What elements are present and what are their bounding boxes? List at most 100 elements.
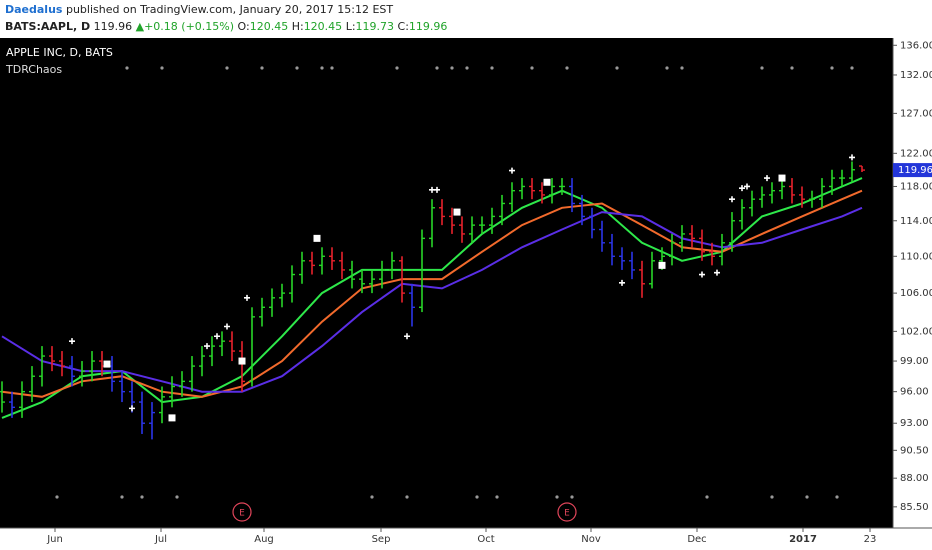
bottom-dot (805, 495, 809, 499)
bottom-dot (370, 495, 374, 499)
top-dot (790, 66, 794, 70)
plus-marker (129, 405, 135, 412)
top-dot (295, 66, 299, 70)
x-tick-label: 23 (864, 534, 877, 545)
y-tick-label: 122.00 (900, 148, 932, 159)
x-tick-label: Aug (254, 534, 274, 545)
top-dot (490, 66, 494, 70)
y-tick-label: 88.00 (900, 473, 929, 484)
change: +0.18 (+0.15%) (144, 20, 235, 33)
plus-marker (729, 196, 735, 203)
bottom-dot (405, 495, 409, 499)
bottom-dot (770, 495, 774, 499)
plus-marker (434, 186, 440, 193)
indicator-name: TDRChaos (5, 63, 62, 76)
top-dot (450, 66, 454, 70)
plus-marker (244, 294, 250, 301)
last-price-label: 119.96 (898, 165, 932, 176)
author[interactable]: Daedalus (5, 3, 63, 16)
square-marker (238, 357, 246, 365)
plus-marker (739, 185, 745, 192)
bottom-dot (55, 495, 59, 499)
x-tick-label: Oct (477, 534, 494, 545)
bottom-dot (555, 495, 559, 499)
bottom-dot (835, 495, 839, 499)
low: 119.73 (355, 20, 395, 33)
y-tick-label: 102.00 (900, 326, 932, 337)
y-tick-label: 93.00 (900, 418, 929, 429)
bottom-dot (120, 495, 124, 499)
last-price-box (893, 163, 932, 178)
y-tick-label: 90.50 (900, 445, 929, 456)
chart: APPLE INC, D, BATS TDRChaos 136.00 132.00… (0, 38, 932, 545)
x-tick-label: Jun (46, 534, 63, 545)
low-label: L: (345, 20, 356, 33)
plus-marker (744, 183, 750, 190)
earnings-marker (557, 502, 577, 522)
publish-line: Daedalus published on TradingView.com, J… (5, 3, 393, 16)
plot-area (0, 38, 893, 528)
y-tick-label: 118.00 (900, 181, 932, 192)
top-dot (125, 66, 129, 70)
square-marker (313, 234, 321, 242)
square-marker (543, 178, 551, 186)
arrow: ▲ (135, 20, 145, 33)
plus-marker (69, 338, 75, 345)
y-tick-label: 127.00 (900, 108, 932, 119)
earnings-label: E (239, 509, 245, 519)
y-tick-label: 132.00 (900, 70, 932, 81)
price: 119.96 (93, 20, 133, 33)
moving-average (1, 177, 863, 419)
bottom-dot (570, 495, 574, 499)
moving-average (1, 206, 863, 393)
y-tick-label: 114.00 (900, 216, 932, 227)
chart-title: APPLE INC, D, BATS (6, 46, 113, 59)
plus-marker (204, 343, 210, 350)
bottom-dot (495, 495, 499, 499)
plus-marker (404, 333, 410, 340)
plus-marker (509, 167, 515, 174)
square-marker (658, 261, 666, 269)
top-dot (565, 66, 569, 70)
top-dot (395, 66, 399, 70)
plus-marker (764, 175, 770, 182)
bottom-dot (475, 495, 479, 499)
earnings-label: E (564, 509, 570, 519)
top-dot (160, 66, 164, 70)
square-marker (168, 414, 176, 422)
plus-marker (619, 279, 625, 286)
x-tick-label: 2017 (789, 534, 817, 545)
open-label: O: (237, 20, 250, 33)
top-dot (465, 66, 469, 70)
x-tick-label: Dec (687, 534, 706, 545)
top-dot (665, 66, 669, 70)
top-dot (680, 66, 684, 70)
header: Daedalus published on TradingView.com, J… (0, 0, 932, 38)
y-tick-label: 85.50 (900, 502, 929, 513)
top-dot (225, 66, 229, 70)
bottom-dot (175, 495, 179, 499)
plus-marker (214, 333, 220, 340)
top-dot (615, 66, 619, 70)
open: 120.45 (249, 20, 289, 33)
x-tick-label: Nov (581, 534, 601, 545)
x-tick-label: Sep (372, 534, 391, 545)
y-tick-label: 99.00 (900, 356, 929, 367)
symbol: BATS:AAPL, D (5, 20, 91, 33)
x-tick-label: Jul (154, 534, 167, 545)
plus-marker (224, 323, 230, 330)
high-label: H: (291, 20, 304, 33)
top-dot (320, 66, 324, 70)
y-tick-label: 136.00 (900, 40, 932, 51)
plus-marker (714, 269, 720, 276)
square-marker (453, 208, 461, 216)
top-dot (260, 66, 264, 70)
top-dot (530, 66, 534, 70)
bottom-dot (705, 495, 709, 499)
plus-marker (699, 271, 705, 278)
y-tick-label: 110.00 (900, 251, 932, 262)
top-dot (330, 66, 334, 70)
top-dot (435, 66, 439, 70)
y-tick-label: 96.00 (900, 387, 929, 398)
